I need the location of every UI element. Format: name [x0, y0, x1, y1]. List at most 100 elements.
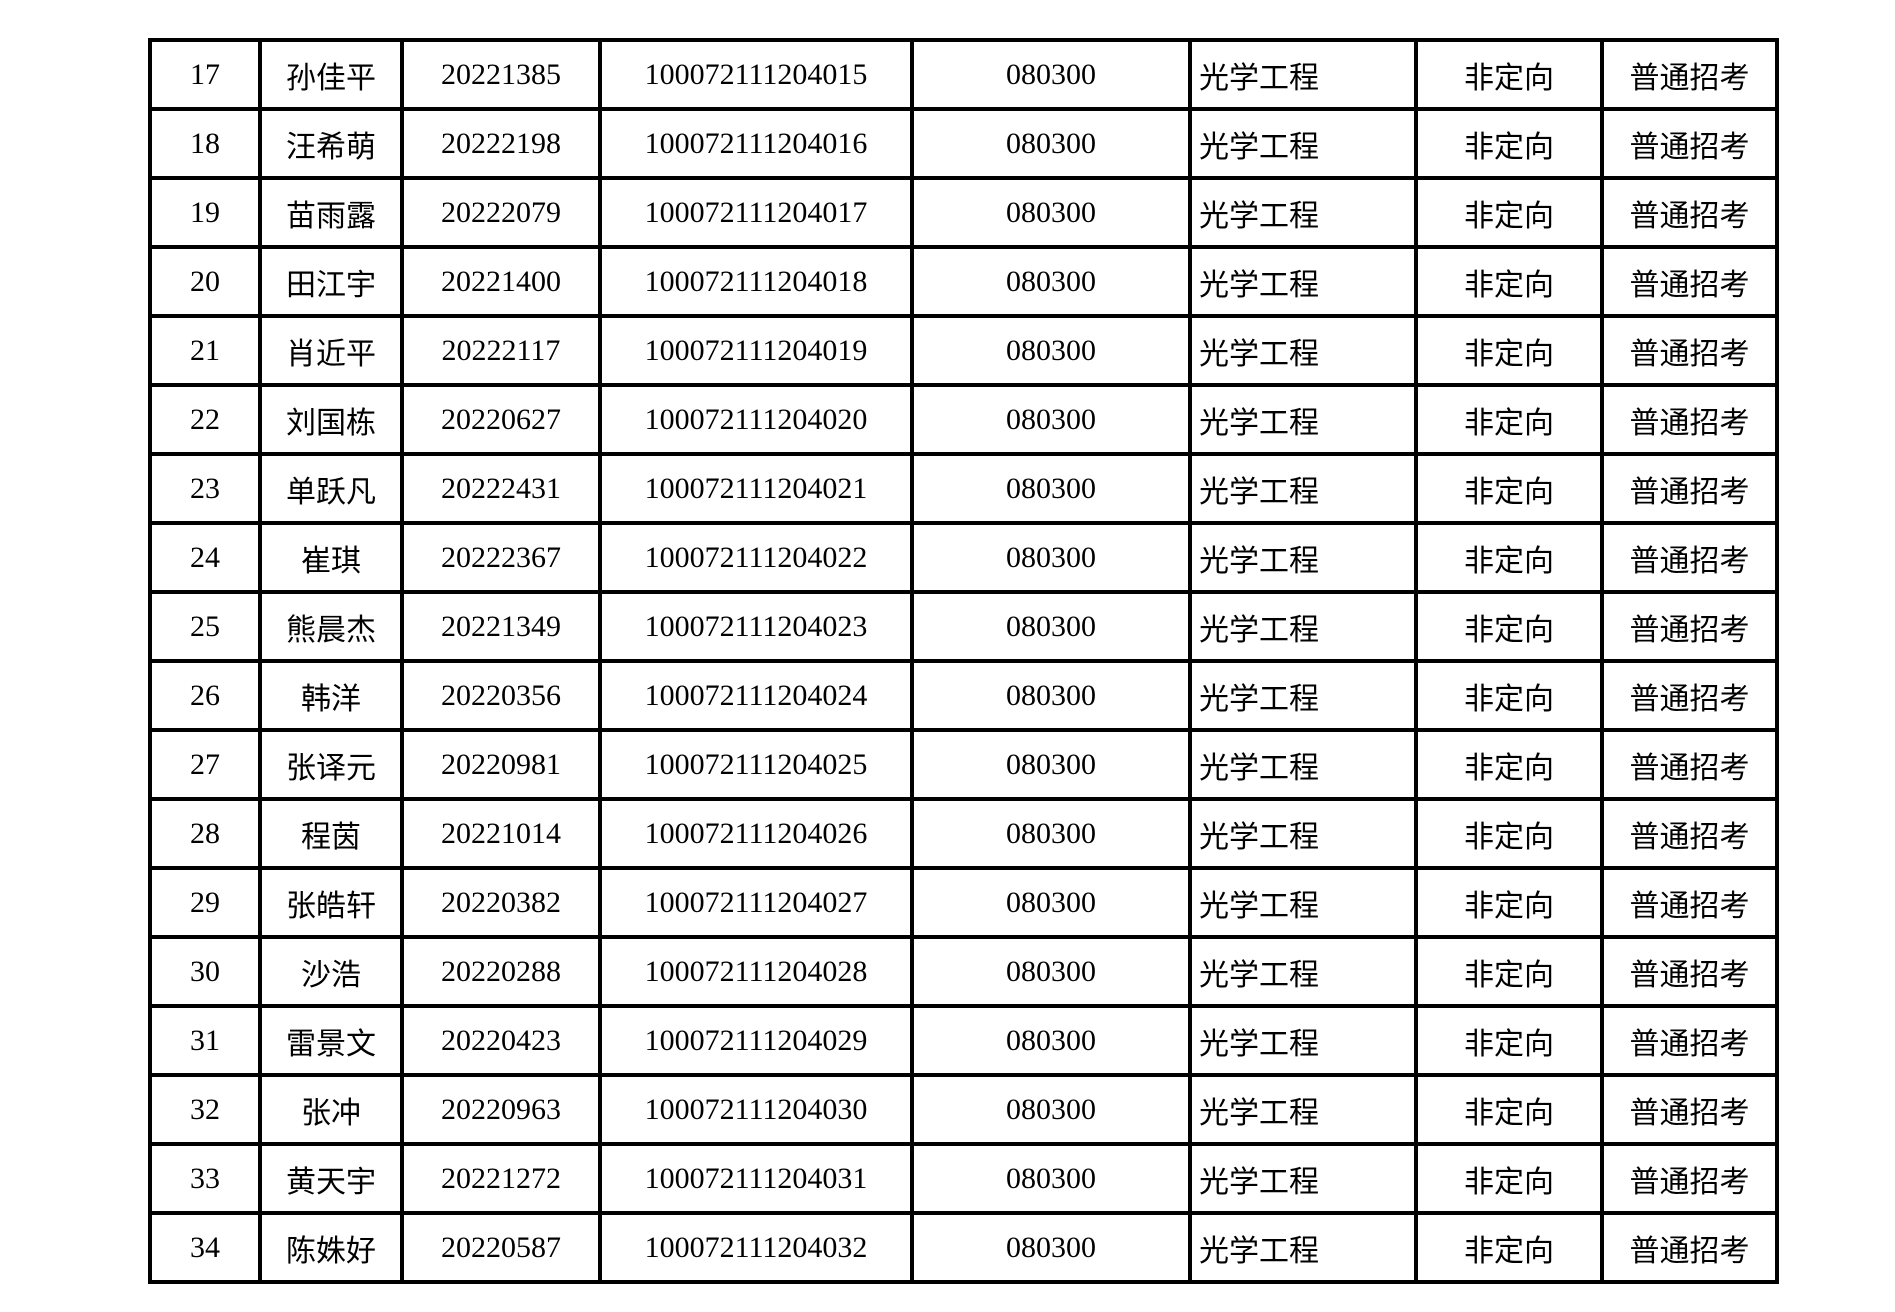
cell-major-code: 080300 [910, 659, 1192, 732]
table-row: 29 张皓轩 20220382 100072111204027 080300 光学工程 非定… [148, 866, 1779, 939]
cell-study-mode: 非定向 [1414, 866, 1604, 939]
cell-student-number: 20221349 [400, 590, 602, 663]
cell-study-mode: 非定向 [1414, 314, 1604, 387]
cell-study-mode: 非定向 [1414, 1142, 1604, 1215]
table-row: 23 单跃凡 20222431 100072111204021 080300 光学工程 非定… [148, 452, 1779, 525]
cell-index: 20 [148, 245, 262, 318]
cell-student-number: 20220382 [400, 866, 602, 939]
cell-name: 雷景文 [258, 1004, 404, 1077]
cell-index: 19 [148, 176, 262, 249]
cell-name: 陈姝好 [258, 1211, 404, 1284]
cell-student-number: 20220587 [400, 1211, 602, 1284]
table-row: 25 熊晨杰 20221349 100072111204023 080300 光学工程 非定… [148, 590, 1779, 663]
cell-index: 17 [148, 38, 262, 111]
cell-major-code: 080300 [910, 1211, 1192, 1284]
cell-major-name: 光学工程 [1188, 797, 1418, 870]
cell-major-code: 080300 [910, 245, 1192, 318]
cell-name: 崔琪 [258, 521, 404, 594]
cell-exam-number: 100072111204021 [598, 452, 914, 525]
table-row: 19 苗雨露 20222079 100072111204017 080300 光学工程 非定… [148, 176, 1779, 249]
table-row: 30 沙浩 20220288 100072111204028 080300 光学工程 非定向… [148, 935, 1779, 1008]
cell-study-mode: 非定向 [1414, 107, 1604, 180]
cell-major-name: 光学工程 [1188, 935, 1418, 1008]
cell-study-mode: 非定向 [1414, 935, 1604, 1008]
cell-major-name: 光学工程 [1188, 866, 1418, 939]
cell-major-name: 光学工程 [1188, 452, 1418, 525]
cell-index: 29 [148, 866, 262, 939]
cell-admission-type: 普通招考 [1600, 728, 1779, 801]
cell-index: 24 [148, 521, 262, 594]
cell-admission-type: 普通招考 [1600, 452, 1779, 525]
cell-student-number: 20221385 [400, 38, 602, 111]
cell-name: 程茵 [258, 797, 404, 870]
cell-major-code: 080300 [910, 452, 1192, 525]
table-row: 31 雷景文 20220423 100072111204029 080300 光学工程 非定… [148, 1004, 1779, 1077]
cell-index: 28 [148, 797, 262, 870]
table-row: 32 张冲 20220963 100072111204030 080300 光学工程 非定向… [148, 1073, 1779, 1146]
cell-admission-type: 普通招考 [1600, 38, 1779, 111]
cell-name: 苗雨露 [258, 176, 404, 249]
cell-student-number: 20220356 [400, 659, 602, 732]
cell-study-mode: 非定向 [1414, 245, 1604, 318]
cell-major-name: 光学工程 [1188, 1004, 1418, 1077]
cell-index: 25 [148, 590, 262, 663]
cell-student-number: 20221272 [400, 1142, 602, 1215]
cell-exam-number: 100072111204018 [598, 245, 914, 318]
cell-student-number: 20220627 [400, 383, 602, 456]
cell-index: 27 [148, 728, 262, 801]
cell-admission-type: 普通招考 [1600, 935, 1779, 1008]
cell-major-name: 光学工程 [1188, 1073, 1418, 1146]
cell-name: 张皓轩 [258, 866, 404, 939]
cell-study-mode: 非定向 [1414, 659, 1604, 732]
cell-major-name: 光学工程 [1188, 728, 1418, 801]
cell-exam-number: 100072111204015 [598, 38, 914, 111]
cell-study-mode: 非定向 [1414, 1211, 1604, 1284]
cell-study-mode: 非定向 [1414, 590, 1604, 663]
cell-major-name: 光学工程 [1188, 521, 1418, 594]
cell-admission-type: 普通招考 [1600, 1142, 1779, 1215]
cell-student-number: 20220423 [400, 1004, 602, 1077]
cell-index: 32 [148, 1073, 262, 1146]
admission-table-body: 17 孙佳平 20221385 100072111204015 080300 光学工程 非定… [148, 38, 1779, 1284]
cell-study-mode: 非定向 [1414, 38, 1604, 111]
cell-study-mode: 非定向 [1414, 797, 1604, 870]
cell-major-code: 080300 [910, 1004, 1192, 1077]
cell-major-name: 光学工程 [1188, 659, 1418, 732]
cell-name: 田江宇 [258, 245, 404, 318]
cell-name: 韩洋 [258, 659, 404, 732]
cell-major-name: 光学工程 [1188, 314, 1418, 387]
cell-index: 26 [148, 659, 262, 732]
cell-admission-type: 普通招考 [1600, 1211, 1779, 1284]
cell-major-code: 080300 [910, 1142, 1192, 1215]
cell-student-number: 20221400 [400, 245, 602, 318]
cell-student-number: 20220963 [400, 1073, 602, 1146]
cell-admission-type: 普通招考 [1600, 176, 1779, 249]
table-row: 26 韩洋 20220356 100072111204024 080300 光学工程 非定向… [148, 659, 1779, 732]
cell-major-code: 080300 [910, 107, 1192, 180]
cell-admission-type: 普通招考 [1600, 866, 1779, 939]
cell-major-name: 光学工程 [1188, 107, 1418, 180]
cell-student-number: 20222198 [400, 107, 602, 180]
cell-exam-number: 100072111204016 [598, 107, 914, 180]
cell-major-code: 080300 [910, 521, 1192, 594]
cell-exam-number: 100072111204029 [598, 1004, 914, 1077]
cell-index: 30 [148, 935, 262, 1008]
cell-name: 汪希萌 [258, 107, 404, 180]
cell-major-code: 080300 [910, 797, 1192, 870]
cell-major-code: 080300 [910, 866, 1192, 939]
cell-student-number: 20222431 [400, 452, 602, 525]
table-row: 33 黄天宇 20221272 100072111204031 080300 光学工程 非定… [148, 1142, 1779, 1215]
cell-name: 张冲 [258, 1073, 404, 1146]
cell-admission-type: 普通招考 [1600, 245, 1779, 318]
table-row: 21 肖近平 20222117 100072111204019 080300 光学工程 非定… [148, 314, 1779, 387]
cell-student-number: 20222117 [400, 314, 602, 387]
table-row: 24 崔琪 20222367 100072111204022 080300 光学工程 非定向… [148, 521, 1779, 594]
cell-major-code: 080300 [910, 728, 1192, 801]
cell-student-number: 20221014 [400, 797, 602, 870]
cell-exam-number: 100072111204032 [598, 1211, 914, 1284]
cell-name: 熊晨杰 [258, 590, 404, 663]
cell-major-code: 080300 [910, 590, 1192, 663]
cell-exam-number: 100072111204030 [598, 1073, 914, 1146]
cell-student-number: 20222367 [400, 521, 602, 594]
cell-major-name: 光学工程 [1188, 590, 1418, 663]
